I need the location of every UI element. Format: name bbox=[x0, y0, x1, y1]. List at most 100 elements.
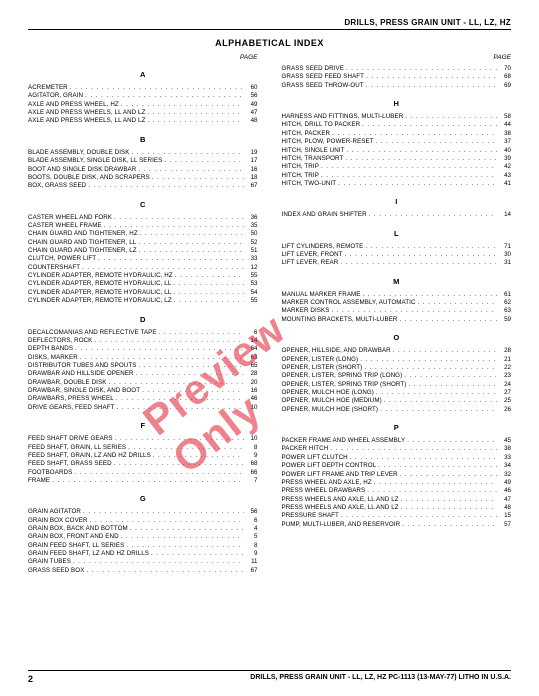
entry-page: 40 bbox=[497, 147, 511, 155]
index-entry: FEED SHAFT, GRAIN, LL SERIES. . . . . . … bbox=[28, 444, 258, 452]
index-entry: PRESS WHEEL DRAWBARS. . . . . . . . . . … bbox=[282, 487, 512, 495]
entry-label: DISKS, MARKER bbox=[28, 354, 78, 362]
section-letter: C bbox=[28, 200, 258, 209]
entry-label: CYLINDER ADAPTER, REMOTE HYDRAULIC, HZ bbox=[28, 272, 173, 280]
entry-label: LIFT LEVER, FRONT bbox=[282, 251, 343, 259]
entry-leader-dots: . . . . . . . . . . . . . . . . . . . . … bbox=[83, 92, 243, 100]
entry-leader-dots: . . . . . . . . . . . . . . . . . . . . … bbox=[171, 280, 243, 288]
index-entry: POWER LIFT DEPTH CONTROL. . . . . . . . … bbox=[282, 462, 512, 470]
entry-page: 38 bbox=[497, 445, 511, 453]
entry-label: ACREMETER bbox=[28, 84, 68, 92]
entry-leader-dots: . . . . . . . . . . . . . . . . . . . . … bbox=[336, 180, 497, 188]
entry-label: GRAIN BOX COVER bbox=[28, 517, 88, 525]
index-entry: CHAIN GUARD AND TIGHTENER, LL. . . . . .… bbox=[28, 239, 258, 247]
entry-label: OPENER, LISTER, SPRING TRIP (LONG) bbox=[282, 372, 403, 380]
entry-leader-dots: . . . . . . . . . . . . . . . . . . . . … bbox=[330, 130, 497, 138]
entry-label: POWER LIFT CLUTCH bbox=[282, 454, 348, 462]
entry-label: FOOTBOARDS bbox=[28, 469, 72, 477]
entry-leader-dots: . . . . . . . . . . . . . . . . . . . . … bbox=[136, 239, 243, 247]
entry-leader-dots: . . . . . . . . . . . . . . . . . . . . … bbox=[81, 508, 244, 516]
entry-page: 56 bbox=[244, 508, 258, 516]
entry-label: HITCH, PLOW, POWER-RESET bbox=[282, 138, 374, 146]
section-letter: F bbox=[28, 421, 258, 430]
entry-leader-dots: . . . . . . . . . . . . . . . . . . . . … bbox=[119, 101, 244, 109]
entry-label: GRASS SEED BOX bbox=[28, 567, 84, 575]
right-column: PAGE GRASS SEED DRIVE. . . . . . . . . .… bbox=[282, 54, 512, 575]
entry-label: PRESSURE SHAFT bbox=[282, 512, 339, 520]
entry-label: FEED SHAFT DRIVE GEARS bbox=[28, 435, 113, 443]
index-entry: CASTER WHEEL AND FORK. . . . . . . . . .… bbox=[28, 214, 258, 222]
index-entry: DISKS, MARKER. . . . . . . . . . . . . .… bbox=[28, 354, 258, 362]
index-entry: GRASS SEED BOX. . . . . . . . . . . . . … bbox=[28, 567, 258, 575]
index-entry: FEED SHAFT DRIVE GEARS. . . . . . . . . … bbox=[28, 435, 258, 443]
index-entry: MOUNTING BRACKETS, MULTI-LUBER. . . . . … bbox=[282, 316, 512, 324]
entry-label: BOOTS, DOUBLE DISK, AND SCRAPERS bbox=[28, 174, 150, 182]
index-entry: DRAWBAR AND HILLSIDE OPENER. . . . . . .… bbox=[28, 370, 258, 378]
entry-page: 45 bbox=[497, 437, 511, 445]
entry-label: GRAIN FEED SHAFT, LL SERIES bbox=[28, 542, 124, 550]
index-entry: GRAIN FEED SHAFT, LZ AND HZ DRILLS. . . … bbox=[28, 550, 258, 558]
entry-label: CASTER WHEEL FRAME bbox=[28, 222, 102, 230]
entry-leader-dots: . . . . . . . . . . . . . . . . . . . . … bbox=[137, 247, 244, 255]
entry-page: 63 bbox=[497, 307, 511, 315]
index-entry: BOOT AND SINGLE DISK DRAWBAR. . . . . . … bbox=[28, 166, 258, 174]
entry-leader-dots: . . . . . . . . . . . . . . . . . . . . … bbox=[106, 379, 243, 387]
entry-page: 38 bbox=[497, 130, 511, 138]
entry-label: GRASS SEED DRIVE bbox=[282, 65, 344, 73]
entry-label: CLUTCH, POWER LIFT bbox=[28, 255, 96, 263]
entry-label: GRAIN BOX, FRONT AND END bbox=[28, 533, 119, 541]
entry-label: HITCH, DRILL TO PACKER bbox=[282, 121, 361, 129]
entry-page: 27 bbox=[497, 389, 511, 397]
entry-page: 44 bbox=[497, 121, 511, 129]
index-entry: OPENER, LISTER (SHORT). . . . . . . . . … bbox=[282, 364, 512, 372]
entry-page: 62 bbox=[497, 299, 511, 307]
entry-page: 39 bbox=[497, 155, 511, 163]
page-label-left: PAGE bbox=[28, 54, 258, 61]
entry-page: 6 bbox=[244, 517, 258, 525]
entry-leader-dots: . . . . . . . . . . . . . . . . . . . . … bbox=[364, 73, 497, 81]
entry-leader-dots: . . . . . . . . . . . . . . . . . . . . … bbox=[398, 316, 498, 324]
index-entry: PRESS WHEELS AND AXLE, LL AND LZ. . . . … bbox=[282, 496, 512, 504]
entry-leader-dots: . . . . . . . . . . . . . . . . . . . . … bbox=[358, 356, 497, 364]
entry-leader-dots: . . . . . . . . . . . . . . . . . . . . … bbox=[84, 567, 243, 575]
entry-page: 23 bbox=[497, 372, 511, 380]
entry-label: DEFLECTORS, ROCK bbox=[28, 337, 92, 345]
entry-page: 60 bbox=[244, 84, 258, 92]
entry-page: 7 bbox=[244, 477, 258, 485]
entry-label: DRAWBAR AND HILLSIDE OPENER bbox=[28, 370, 134, 378]
entry-leader-dots: . . . . . . . . . . . . . . . . . . . . … bbox=[128, 525, 244, 533]
index-entry: CYLINDER ADAPTER, REMOTE HYDRAULIC, LZ. … bbox=[28, 297, 258, 305]
index-entry: FRAME. . . . . . . . . . . . . . . . . .… bbox=[28, 477, 258, 485]
index-entry: CASTER WHEEL FRAME. . . . . . . . . . . … bbox=[28, 222, 258, 230]
entry-page: 48 bbox=[244, 117, 258, 125]
index-entry: POWER LIFT FRAME AND TRIP LEVER. . . . .… bbox=[282, 471, 512, 479]
entry-leader-dots: . . . . . . . . . . . . . . . . . . . . … bbox=[113, 435, 244, 443]
entry-page: 4 bbox=[244, 525, 258, 533]
index-entry: LIFT LEVER, FRONT. . . . . . . . . . . .… bbox=[282, 251, 512, 259]
entry-label: OPENER, MULCH HOE (MEDIUM) bbox=[282, 397, 382, 405]
index-entry: GRAIN BOX COVER. . . . . . . . . . . . .… bbox=[28, 517, 258, 525]
entry-leader-dots: . . . . . . . . . . . . . . . . . . . . … bbox=[114, 395, 244, 403]
entry-label: AXLE AND PRESS WHEELS, LL AND LZ bbox=[28, 109, 145, 117]
entry-page: 15 bbox=[497, 512, 511, 520]
entry-leader-dots: . . . . . . . . . . . . . . . . . . . . … bbox=[348, 454, 497, 462]
entry-label: HARNESS AND FITTINGS, MULTI-LUBER bbox=[282, 113, 404, 121]
entry-label: OPENER, LISTER (LONG) bbox=[282, 356, 359, 364]
entry-leader-dots: . . . . . . . . . . . . . . . . . . . . … bbox=[115, 404, 244, 412]
section-letter: O bbox=[282, 333, 512, 342]
entry-label: GRAIN AGITATOR bbox=[28, 508, 81, 516]
entry-label: CYLINDER ADAPTER, REMOTE HYDRAULIC, LL bbox=[28, 289, 171, 297]
entry-leader-dots: . . . . . . . . . . . . . . . . . . . . … bbox=[391, 347, 497, 355]
entry-label: MARKER CONTROL ASSEMBLY, AUTOMATIC bbox=[282, 299, 416, 307]
entry-page: 66 bbox=[244, 469, 258, 477]
entry-leader-dots: . . . . . . . . . . . . . . . . . . . . … bbox=[72, 469, 243, 477]
entry-leader-dots: . . . . . . . . . . . . . . . . . . . . … bbox=[382, 397, 497, 405]
entry-page: 31 bbox=[497, 259, 511, 267]
entry-leader-dots: . . . . . . . . . . . . . . . . . . . . … bbox=[86, 182, 243, 190]
entry-leader-dots: . . . . . . . . . . . . . . . . . . . . … bbox=[361, 291, 497, 299]
index-entry: INDEX AND GRAIN SHIFTER. . . . . . . . .… bbox=[282, 211, 512, 219]
entry-leader-dots: . . . . . . . . . . . . . . . . . . . . … bbox=[172, 297, 244, 305]
entry-page: 46 bbox=[244, 395, 258, 403]
entry-leader-dots: . . . . . . . . . . . . . . . . . . . . … bbox=[367, 211, 497, 219]
entry-leader-dots: . . . . . . . . . . . . . . . . . . . . … bbox=[149, 550, 244, 558]
